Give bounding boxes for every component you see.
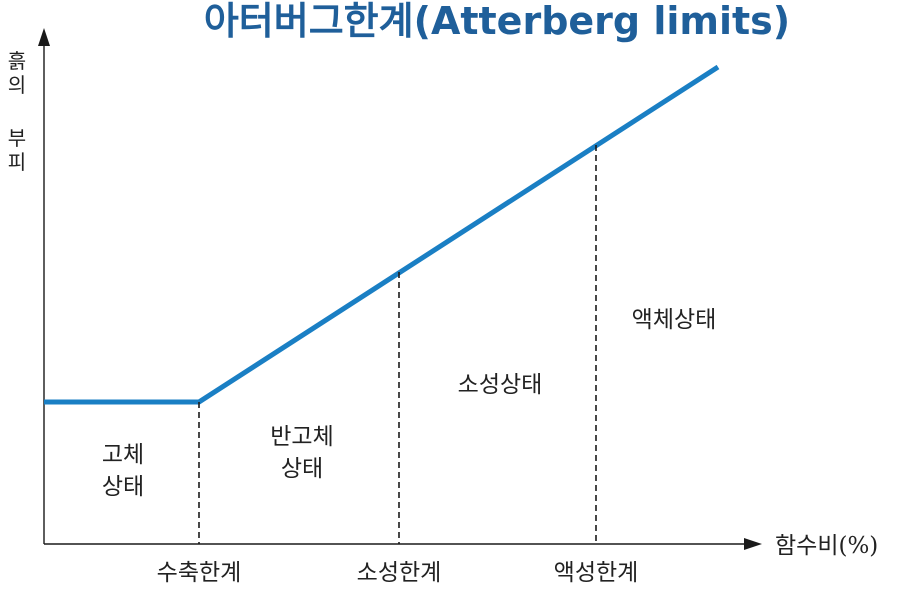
x-axis-label: 함수비(%)	[775, 533, 878, 559]
plastic-limit-label: 소성한계	[357, 560, 442, 586]
liquid-state-label: 액체상태	[632, 307, 717, 333]
x-axis-arrowhead	[744, 538, 762, 550]
y-axis-label-char-1: 흙	[8, 49, 26, 73]
solid-state-label-line-1: 고체	[102, 442, 144, 468]
liquid-limit-label: 액성한계	[554, 560, 639, 586]
y-axis-label-char-2: 의	[8, 73, 26, 97]
diagram-title: 아터버그한계(Atterberg limits)	[204, 0, 790, 43]
y-axis-label-char-3: 부	[8, 126, 26, 150]
plastic-state-label: 소성상태	[458, 372, 543, 398]
solid-state-label-line-2: 상태	[102, 474, 144, 500]
semisolid-state-label-line-2: 상태	[281, 456, 323, 482]
volume-curve	[44, 64, 720, 405]
shrinkage-limit-label: 수축한계	[157, 560, 242, 586]
y-axis-arrowhead	[38, 28, 50, 46]
y-axis-label-char-4: 피	[8, 150, 26, 174]
semisolid-state-label-line-1: 반고체	[270, 424, 333, 450]
